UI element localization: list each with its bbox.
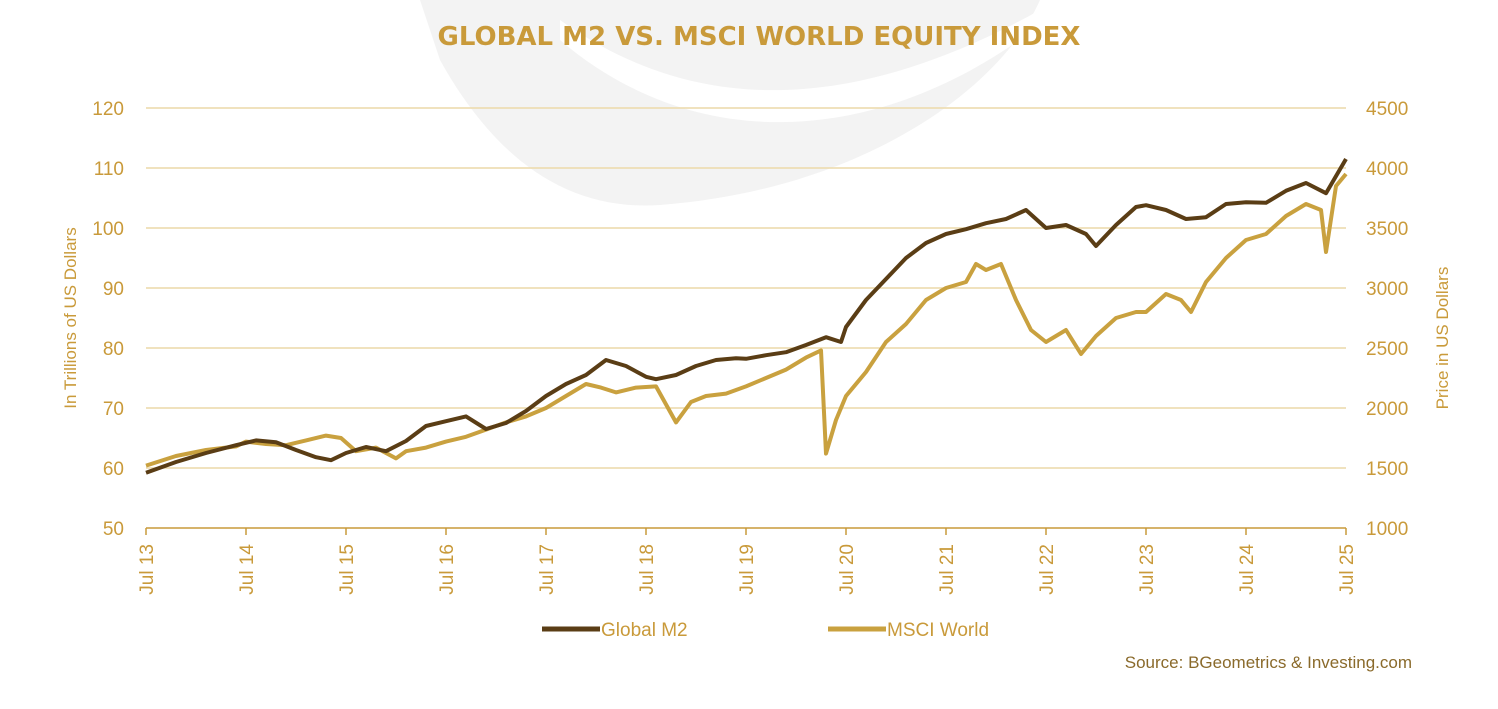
x-tick-label: Jul 14 <box>237 544 258 595</box>
right-tick-label: 1500 <box>1366 459 1408 480</box>
x-tick-label: Jul 18 <box>637 544 658 595</box>
left-tick-label: 80 <box>103 339 124 360</box>
watermark-logo <box>420 0 1070 206</box>
left-tick-label: 100 <box>92 219 124 240</box>
left-tick-label: 50 <box>103 519 124 540</box>
right-tick-label: 3000 <box>1366 279 1408 300</box>
right-tick-label: 4000 <box>1366 159 1408 180</box>
x-tick-label: Jul 22 <box>1037 544 1058 595</box>
legend-label-global-m2: Global M2 <box>601 620 688 641</box>
right-tick-label: 3500 <box>1366 219 1408 240</box>
left-y-axis-ticks: 50 60 70 80 90 100 110 120 <box>92 99 124 540</box>
left-tick-label: 110 <box>94 159 124 180</box>
left-tick-label: 120 <box>92 99 124 120</box>
left-tick-label: 90 <box>103 279 124 300</box>
right-tick-label: 2500 <box>1366 339 1408 360</box>
left-axis-title: In Trillions of US Dollars <box>61 227 80 408</box>
legend: Global M2 MSCI World <box>542 620 989 641</box>
right-tick-label: 2000 <box>1366 399 1408 420</box>
x-tick-label: Jul 15 <box>337 544 358 595</box>
x-tick-label: Jul 17 <box>537 544 558 595</box>
x-tick-label: Jul 21 <box>937 544 958 595</box>
x-tick-label: Jul 20 <box>837 544 858 595</box>
right-axis-title: Price in US Dollars <box>1433 267 1452 410</box>
right-tick-label: 1000 <box>1366 519 1408 540</box>
gridlines <box>146 107 1346 469</box>
right-tick-label: 4500 <box>1366 99 1408 120</box>
right-y-axis-ticks: 1000 1500 2000 2500 3000 3500 4000 4500 <box>1366 99 1408 540</box>
x-tick-label: Jul 24 <box>1237 544 1258 595</box>
legend-label-msci-world: MSCI World <box>887 620 989 641</box>
x-tick-label: Jul 13 <box>137 544 158 595</box>
left-tick-label: 70 <box>103 399 124 420</box>
series-line-global-m2 <box>145 157 1348 475</box>
x-tick-label: Jul 16 <box>437 544 458 595</box>
source-note: Source: BGeometrics & Investing.com <box>1125 653 1412 672</box>
series-line-msci-world <box>145 172 1348 468</box>
x-tick-label: Jul 19 <box>737 544 758 595</box>
x-axis: Jul 13 Jul 14 Jul 15 Jul 16 Jul 17 Jul 18 Jul … <box>137 527 1358 595</box>
x-tick-label: Jul 25 <box>1337 544 1358 595</box>
x-tick-label: Jul 23 <box>1137 544 1158 595</box>
left-tick-label: 60 <box>103 459 124 480</box>
series-lines <box>145 157 1348 475</box>
chart-title: GLOBAL M2 VS. MSCI WORLD EQUITY INDEX <box>438 22 1081 52</box>
